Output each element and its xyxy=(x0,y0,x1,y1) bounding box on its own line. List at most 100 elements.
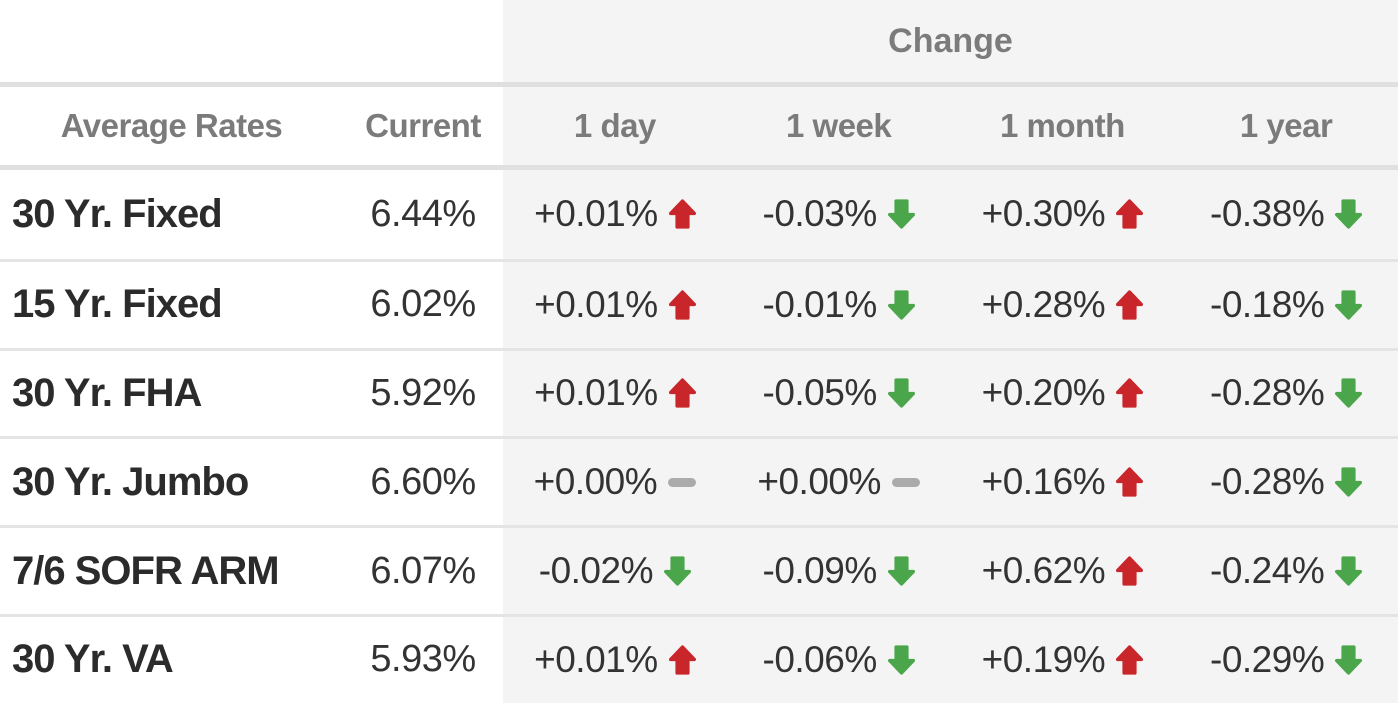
change-value: -0.28% xyxy=(1210,461,1325,503)
down-arrow-icon xyxy=(887,290,915,320)
change-cell-1-month: +0.16% xyxy=(951,439,1175,525)
up-arrow-icon xyxy=(1116,556,1144,586)
change-value: +0.01% xyxy=(534,372,658,414)
column-header-row: Average Rates Current 1 day 1 week 1 mon… xyxy=(0,87,1398,165)
change-value: +0.28% xyxy=(981,283,1106,325)
change-value: -0.01% xyxy=(762,283,878,325)
change-value: -0.24% xyxy=(1210,550,1325,592)
down-arrow-icon xyxy=(887,556,915,586)
up-arrow-icon xyxy=(668,378,696,409)
change-cell-1-year: -0.28% xyxy=(1174,351,1398,437)
rate-type-label: 30 Yr. FHA xyxy=(12,370,202,415)
change-value: -0.38% xyxy=(1210,193,1325,235)
change-cell-1-week: +0.00% xyxy=(727,439,951,525)
rate-type-label: 7/6 SOFR ARM xyxy=(12,548,280,593)
change-cell-1-year: -0.38% xyxy=(1174,170,1398,259)
down-arrow-icon xyxy=(887,378,915,409)
table-row: 7/6 SOFR ARM 6.07% -0.02% -0.09% +0.62% xyxy=(0,525,1398,614)
change-value: -0.18% xyxy=(1210,283,1325,325)
down-arrow-icon xyxy=(663,556,691,586)
change-value: -0.09% xyxy=(762,550,878,592)
up-arrow-icon xyxy=(668,290,696,320)
change-cell-1-week: -0.03% xyxy=(727,170,951,259)
change-cell-1-year: -0.24% xyxy=(1174,528,1398,614)
down-arrow-icon xyxy=(1335,199,1363,230)
change-cell-1-day: -0.02% xyxy=(503,528,727,614)
current-rate-value: 5.92% xyxy=(370,371,476,414)
up-arrow-icon xyxy=(1116,199,1144,230)
change-value: -0.03% xyxy=(762,193,878,235)
change-group-header: Change xyxy=(888,21,1013,60)
divider xyxy=(0,165,1398,170)
change-cell-1-day: +0.01% xyxy=(503,170,727,259)
down-arrow-icon xyxy=(887,645,915,675)
divider xyxy=(0,82,1398,87)
change-cell-1-month: +0.30% xyxy=(951,170,1175,259)
up-arrow-icon xyxy=(1116,290,1144,320)
current-rate-value: 6.02% xyxy=(370,283,476,326)
change-value: -0.05% xyxy=(762,372,878,414)
down-arrow-icon xyxy=(1335,467,1363,497)
table-row: 30 Yr. Fixed 6.44% +0.01% -0.03% +0.30% xyxy=(0,170,1398,259)
up-arrow-icon xyxy=(1116,645,1144,675)
table-row: 30 Yr. VA 5.93% +0.01% -0.06% +0.19% xyxy=(0,613,1398,703)
change-value: +0.01% xyxy=(534,193,658,235)
rate-type-label: 30 Yr. Fixed xyxy=(12,191,223,236)
up-arrow-icon xyxy=(668,199,696,230)
change-value: +0.00% xyxy=(533,461,658,503)
header-1-week: 1 week xyxy=(786,107,892,144)
change-cell-1-month: +0.20% xyxy=(951,351,1175,437)
header-average-rates: Average Rates xyxy=(60,107,283,144)
change-value: -0.28% xyxy=(1210,372,1325,414)
change-cell-1-week: -0.01% xyxy=(727,262,951,348)
rate-type-label: 30 Yr. VA xyxy=(12,637,174,682)
current-rate-value: 6.60% xyxy=(370,460,476,503)
change-value: +0.19% xyxy=(981,638,1106,680)
change-value: -0.06% xyxy=(762,638,878,680)
change-cell-1-year: -0.28% xyxy=(1174,439,1398,525)
down-arrow-icon xyxy=(1335,645,1363,675)
up-arrow-icon xyxy=(668,645,696,675)
rate-type-label: 30 Yr. Jumbo xyxy=(12,459,249,504)
change-cell-1-year: -0.18% xyxy=(1174,262,1398,348)
change-group-header-row: Change xyxy=(0,0,1398,82)
change-value: -0.02% xyxy=(538,550,654,592)
table-row: 15 Yr. Fixed 6.02% +0.01% -0.01% +0.28% xyxy=(0,258,1398,348)
rate-type-label: 15 Yr. Fixed xyxy=(12,282,223,327)
down-arrow-icon xyxy=(1335,378,1363,409)
change-value: +0.01% xyxy=(534,638,658,680)
change-cell-1-week: -0.05% xyxy=(727,351,951,437)
down-arrow-icon xyxy=(1335,556,1363,586)
header-1-month: 1 month xyxy=(999,107,1125,144)
change-cell-1-day: +0.01% xyxy=(503,351,727,437)
change-cell-1-day: +0.01% xyxy=(503,617,727,703)
change-cell-1-year: -0.29% xyxy=(1174,617,1398,703)
change-value: -0.29% xyxy=(1210,638,1325,680)
change-value: +0.00% xyxy=(757,461,881,503)
change-cell-1-month: +0.62% xyxy=(951,528,1175,614)
flat-dash-icon xyxy=(668,477,697,487)
change-cell-1-day: +0.01% xyxy=(503,262,727,348)
header-1-year: 1 year xyxy=(1239,107,1333,144)
header-current: Current xyxy=(365,107,481,144)
change-value: +0.20% xyxy=(981,372,1106,414)
up-arrow-icon xyxy=(1116,378,1144,409)
current-rate-value: 5.93% xyxy=(370,638,476,681)
change-value: +0.16% xyxy=(981,461,1106,503)
change-cell-1-week: -0.06% xyxy=(727,617,951,703)
current-rate-value: 6.07% xyxy=(370,549,476,592)
change-section-background xyxy=(503,0,1398,703)
flat-dash-icon xyxy=(891,477,920,487)
down-arrow-icon xyxy=(1335,290,1363,320)
header-1-day: 1 day xyxy=(573,107,656,144)
change-cell-1-month: +0.28% xyxy=(951,262,1175,348)
table-row: 30 Yr. FHA 5.92% +0.01% -0.05% +0.20% xyxy=(0,347,1398,437)
change-cell-1-month: +0.19% xyxy=(951,617,1175,703)
up-arrow-icon xyxy=(1116,467,1144,497)
down-arrow-icon xyxy=(887,199,915,230)
change-value: +0.62% xyxy=(981,550,1106,592)
change-value: +0.30% xyxy=(981,193,1106,235)
change-cell-1-day: +0.00% xyxy=(503,439,727,525)
change-value: +0.01% xyxy=(534,283,658,325)
